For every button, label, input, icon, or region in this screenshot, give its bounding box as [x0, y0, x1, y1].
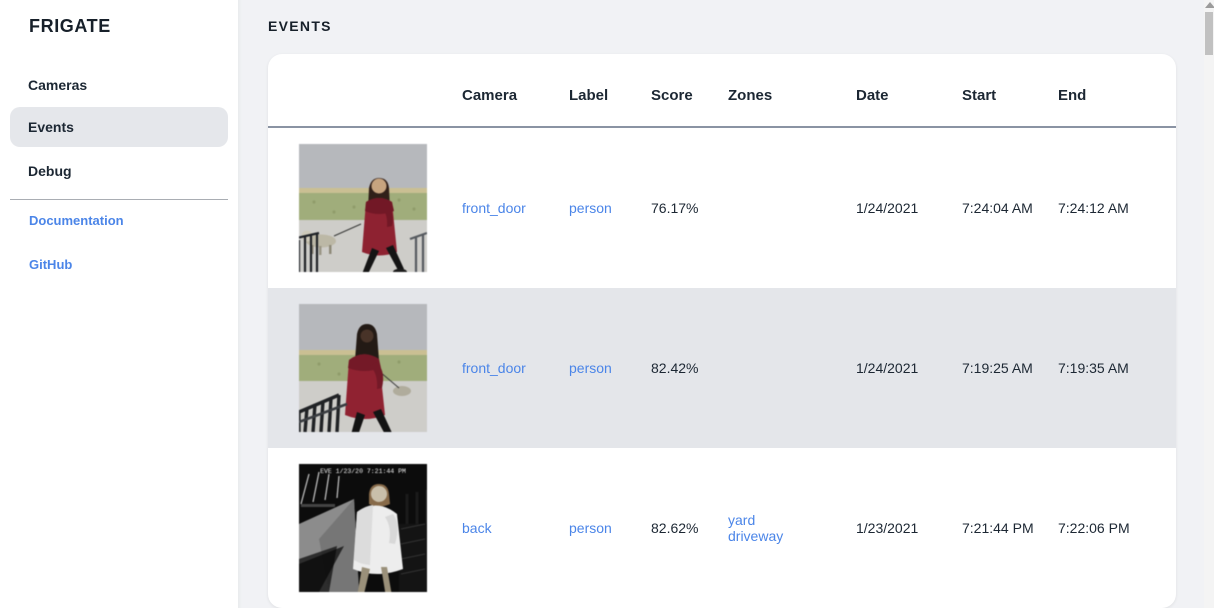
svg-text:EVE 1/23/20 7:21:44 PM: EVE 1/23/20 7:21:44 PM: [320, 468, 406, 475]
